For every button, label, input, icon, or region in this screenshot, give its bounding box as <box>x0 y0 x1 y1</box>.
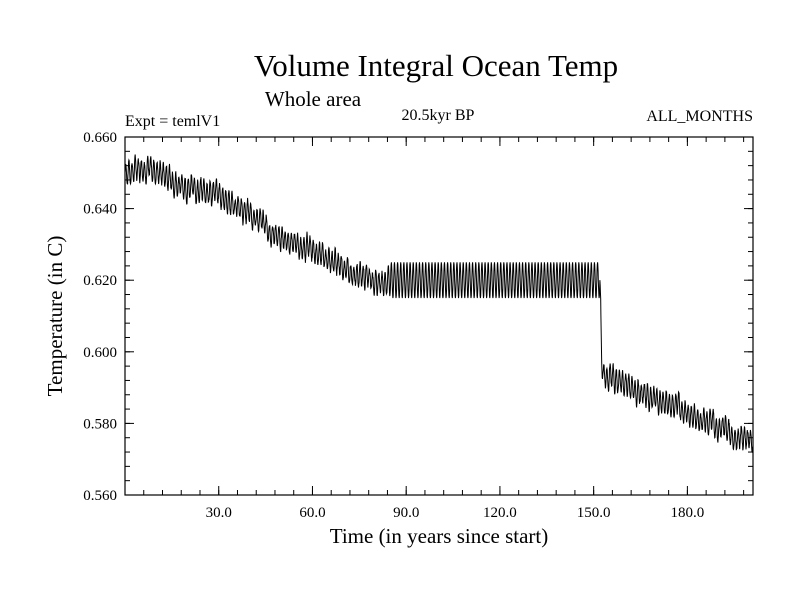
period-annotation: 20.5kyr BP <box>402 107 475 124</box>
series-layer <box>124 154 754 453</box>
months-annotation: ALL_MONTHS <box>646 108 753 125</box>
x-axis-label: Time (in years since start) <box>330 524 549 548</box>
series-line <box>124 154 754 453</box>
y-tick-label: 0.580 <box>83 416 117 432</box>
chart-subtitle: Whole area <box>265 87 362 111</box>
chart-title: Volume Integral Ocean Temp <box>254 48 618 83</box>
y-axis-label: Temperature (in C) <box>43 236 67 397</box>
x-tick-label: 60.0 <box>299 505 325 521</box>
x-tick-label: 180.0 <box>671 505 705 521</box>
x-tick-label: 30.0 <box>206 505 232 521</box>
x-tick-label: 120.0 <box>483 505 517 521</box>
x-tick-labels: 30.0 60.0 90.0 120.0 150.0 180.0 <box>206 505 705 521</box>
y-tick-label: 0.600 <box>83 345 117 361</box>
y-tick-label: 0.620 <box>83 273 117 289</box>
plot-frame <box>124 136 754 496</box>
x-tick-label: 90.0 <box>393 505 419 521</box>
y-tick-label: 0.640 <box>83 202 117 218</box>
y-tick-label: 0.560 <box>83 488 117 504</box>
x-tick-label: 150.0 <box>577 505 611 521</box>
experiment-annotation: Expt = temlV1 <box>125 113 220 130</box>
y-tick-label: 0.660 <box>83 130 117 146</box>
y-tick-labels: 0.560 0.580 0.600 0.620 0.640 0.660 <box>83 130 117 504</box>
